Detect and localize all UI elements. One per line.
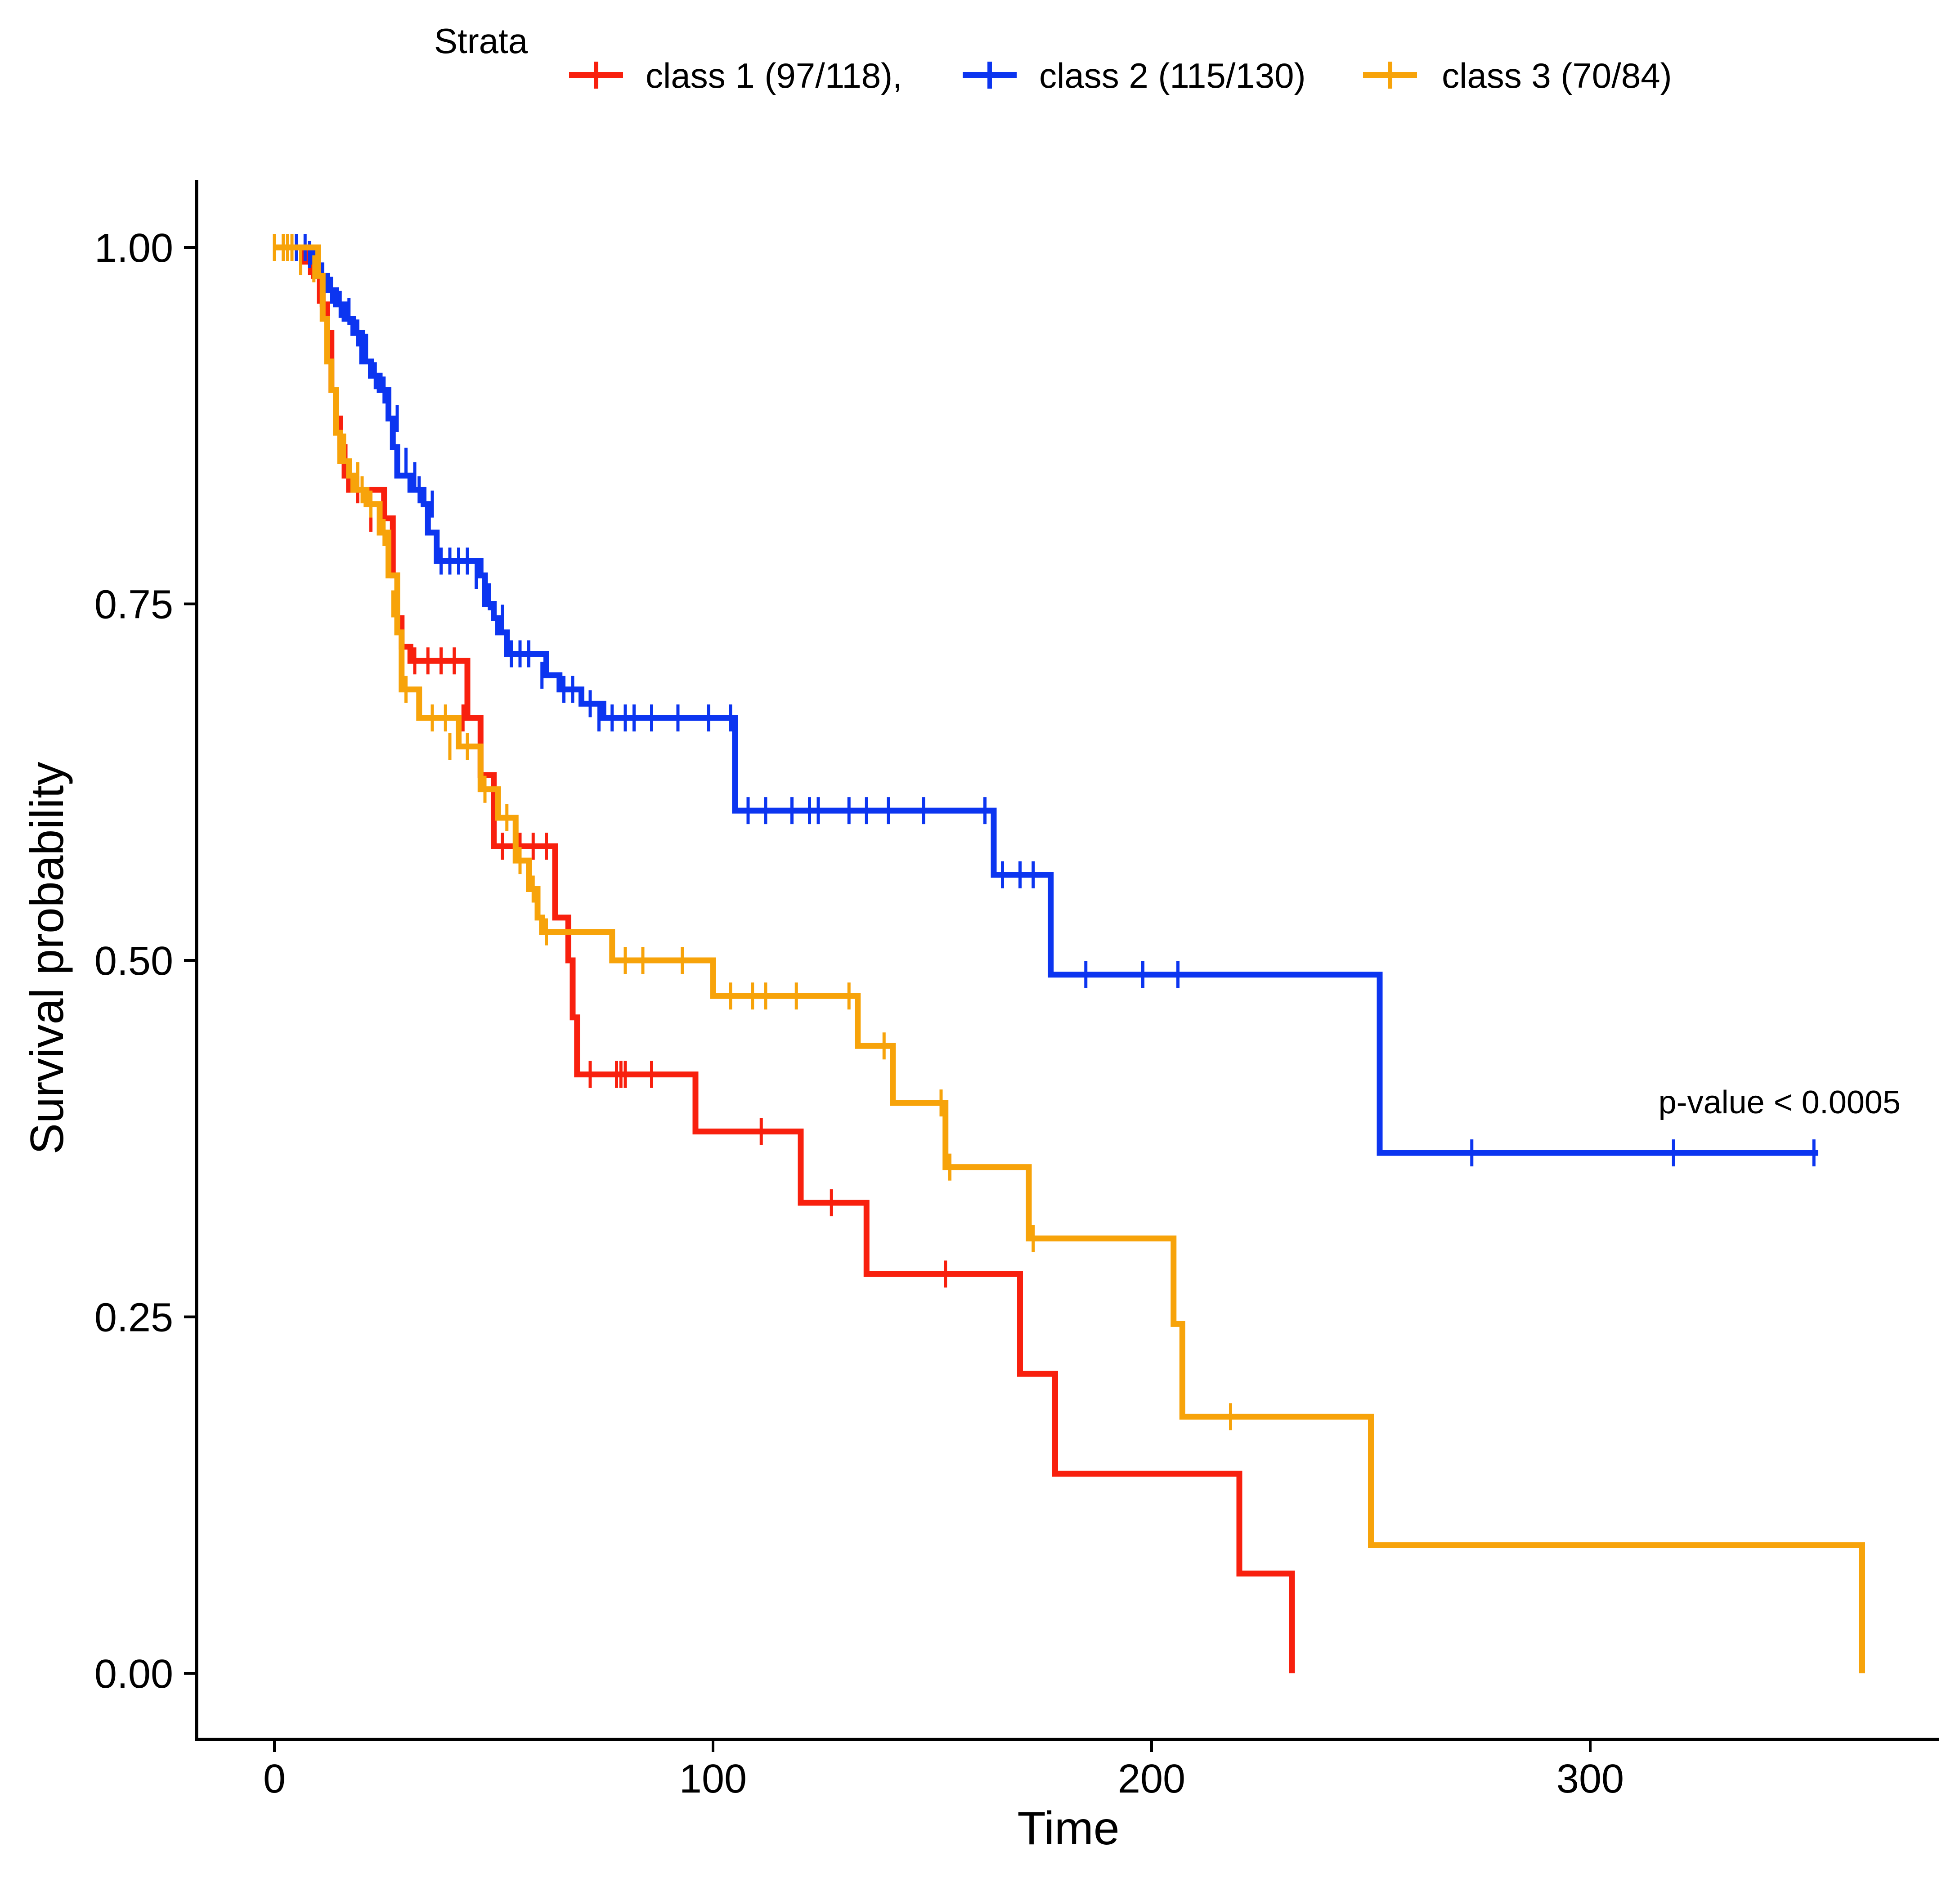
p-value-annotation: p-value < 0.0005 <box>1659 1085 1901 1121</box>
x-axis-title: Time <box>1017 1802 1119 1855</box>
legend-label-class-3: class 3 (70/84) <box>1442 56 1672 95</box>
y-axis-title: Survival probability <box>21 762 73 1155</box>
legend-entry-class-3: class 3 (70/84) <box>1363 56 1672 95</box>
series-layer <box>273 234 1865 1673</box>
x-tick-label: 100 <box>679 1757 747 1802</box>
axes: 0 100 200 300 0.00 0.25 0.50 0.75 1.00 Time Sur… <box>21 180 1939 1855</box>
legend-entry-class-1: class 1 (97/118), <box>569 56 902 95</box>
y-tick-label: 1.00 <box>94 226 173 271</box>
legend-entry-class-2: class 2 (115/130) <box>963 56 1306 95</box>
legend-label-class-2: class 2 (115/130) <box>1039 56 1306 95</box>
x-tick-label: 0 <box>263 1757 286 1802</box>
survival-curve-class-2 <box>274 244 1818 1156</box>
x-axis-ticks: 0 100 200 300 <box>263 1739 1624 1802</box>
series-class-2 <box>274 234 1818 1166</box>
x-tick-label: 200 <box>1118 1757 1185 1802</box>
y-tick-label: 0.50 <box>94 939 173 984</box>
series-class-3 <box>273 234 1865 1673</box>
legend-label-class-1: class 1 (97/118), <box>646 56 902 95</box>
survival-curve-class-3 <box>274 244 1865 1673</box>
y-tick-label: 0.00 <box>94 1652 173 1697</box>
y-tick-label: 0.25 <box>94 1295 173 1340</box>
y-axis-ticks: 0.00 0.25 0.50 0.75 1.00 <box>94 226 197 1697</box>
legend-title: Strata <box>434 21 528 61</box>
legend: Strata class 1 (97/118), class 2 (115/13… <box>434 21 1672 95</box>
x-tick-label: 300 <box>1556 1757 1624 1802</box>
y-tick-label: 0.75 <box>94 583 173 627</box>
